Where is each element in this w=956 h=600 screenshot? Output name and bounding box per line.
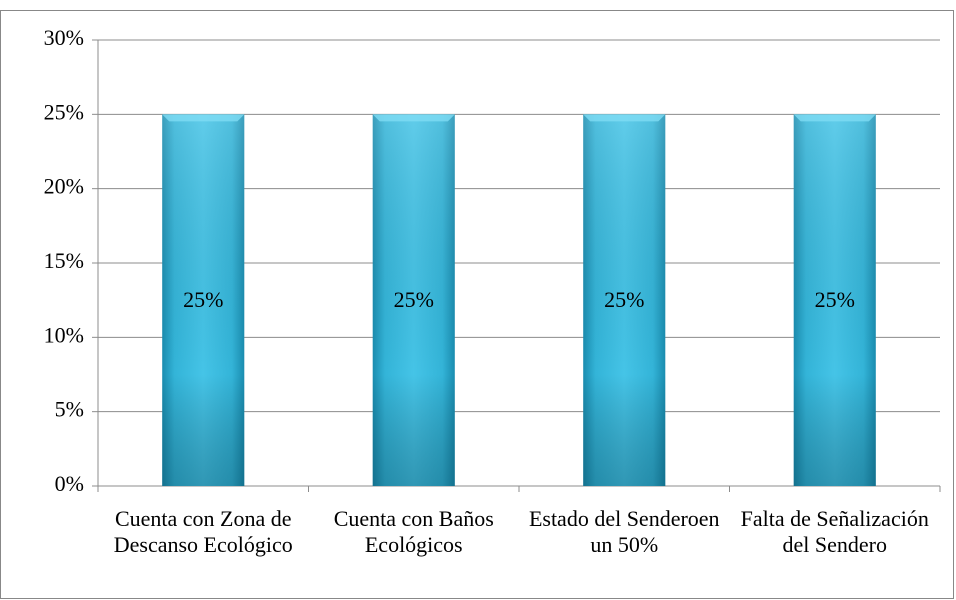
bar-shade: [372, 114, 455, 486]
y-tick-label: 20%: [44, 174, 84, 199]
bar-bevel: [162, 114, 245, 122]
y-tick-label: 15%: [44, 248, 84, 273]
bar-shade: [583, 114, 666, 486]
x-tick-label: Cuenta con Baños Ecológicos: [333, 506, 494, 557]
bar-bevel: [372, 114, 455, 122]
data-label: 25%: [815, 287, 855, 312]
bar-bevel: [793, 114, 876, 122]
y-tick-label: 30%: [44, 25, 84, 50]
y-tick-label: 5%: [55, 397, 84, 422]
x-tick-label: Falta de Señalización del Sendero: [740, 506, 929, 557]
x-tick-label: Cuenta con Zona de Descanso Ecológico: [113, 506, 293, 557]
bar-bevel: [583, 114, 666, 122]
data-label: 25%: [183, 287, 223, 312]
chart-frame: [0, 10, 954, 599]
y-tick-label: 0%: [55, 471, 84, 496]
bar-shade: [793, 114, 876, 486]
data-label: 25%: [394, 287, 434, 312]
bar-shade: [162, 114, 245, 486]
y-tick-label: 10%: [44, 322, 84, 347]
x-tick-label: Estado del Senderoen un 50%: [528, 506, 720, 557]
data-label: 25%: [604, 287, 644, 312]
y-tick-label: 25%: [44, 99, 84, 124]
